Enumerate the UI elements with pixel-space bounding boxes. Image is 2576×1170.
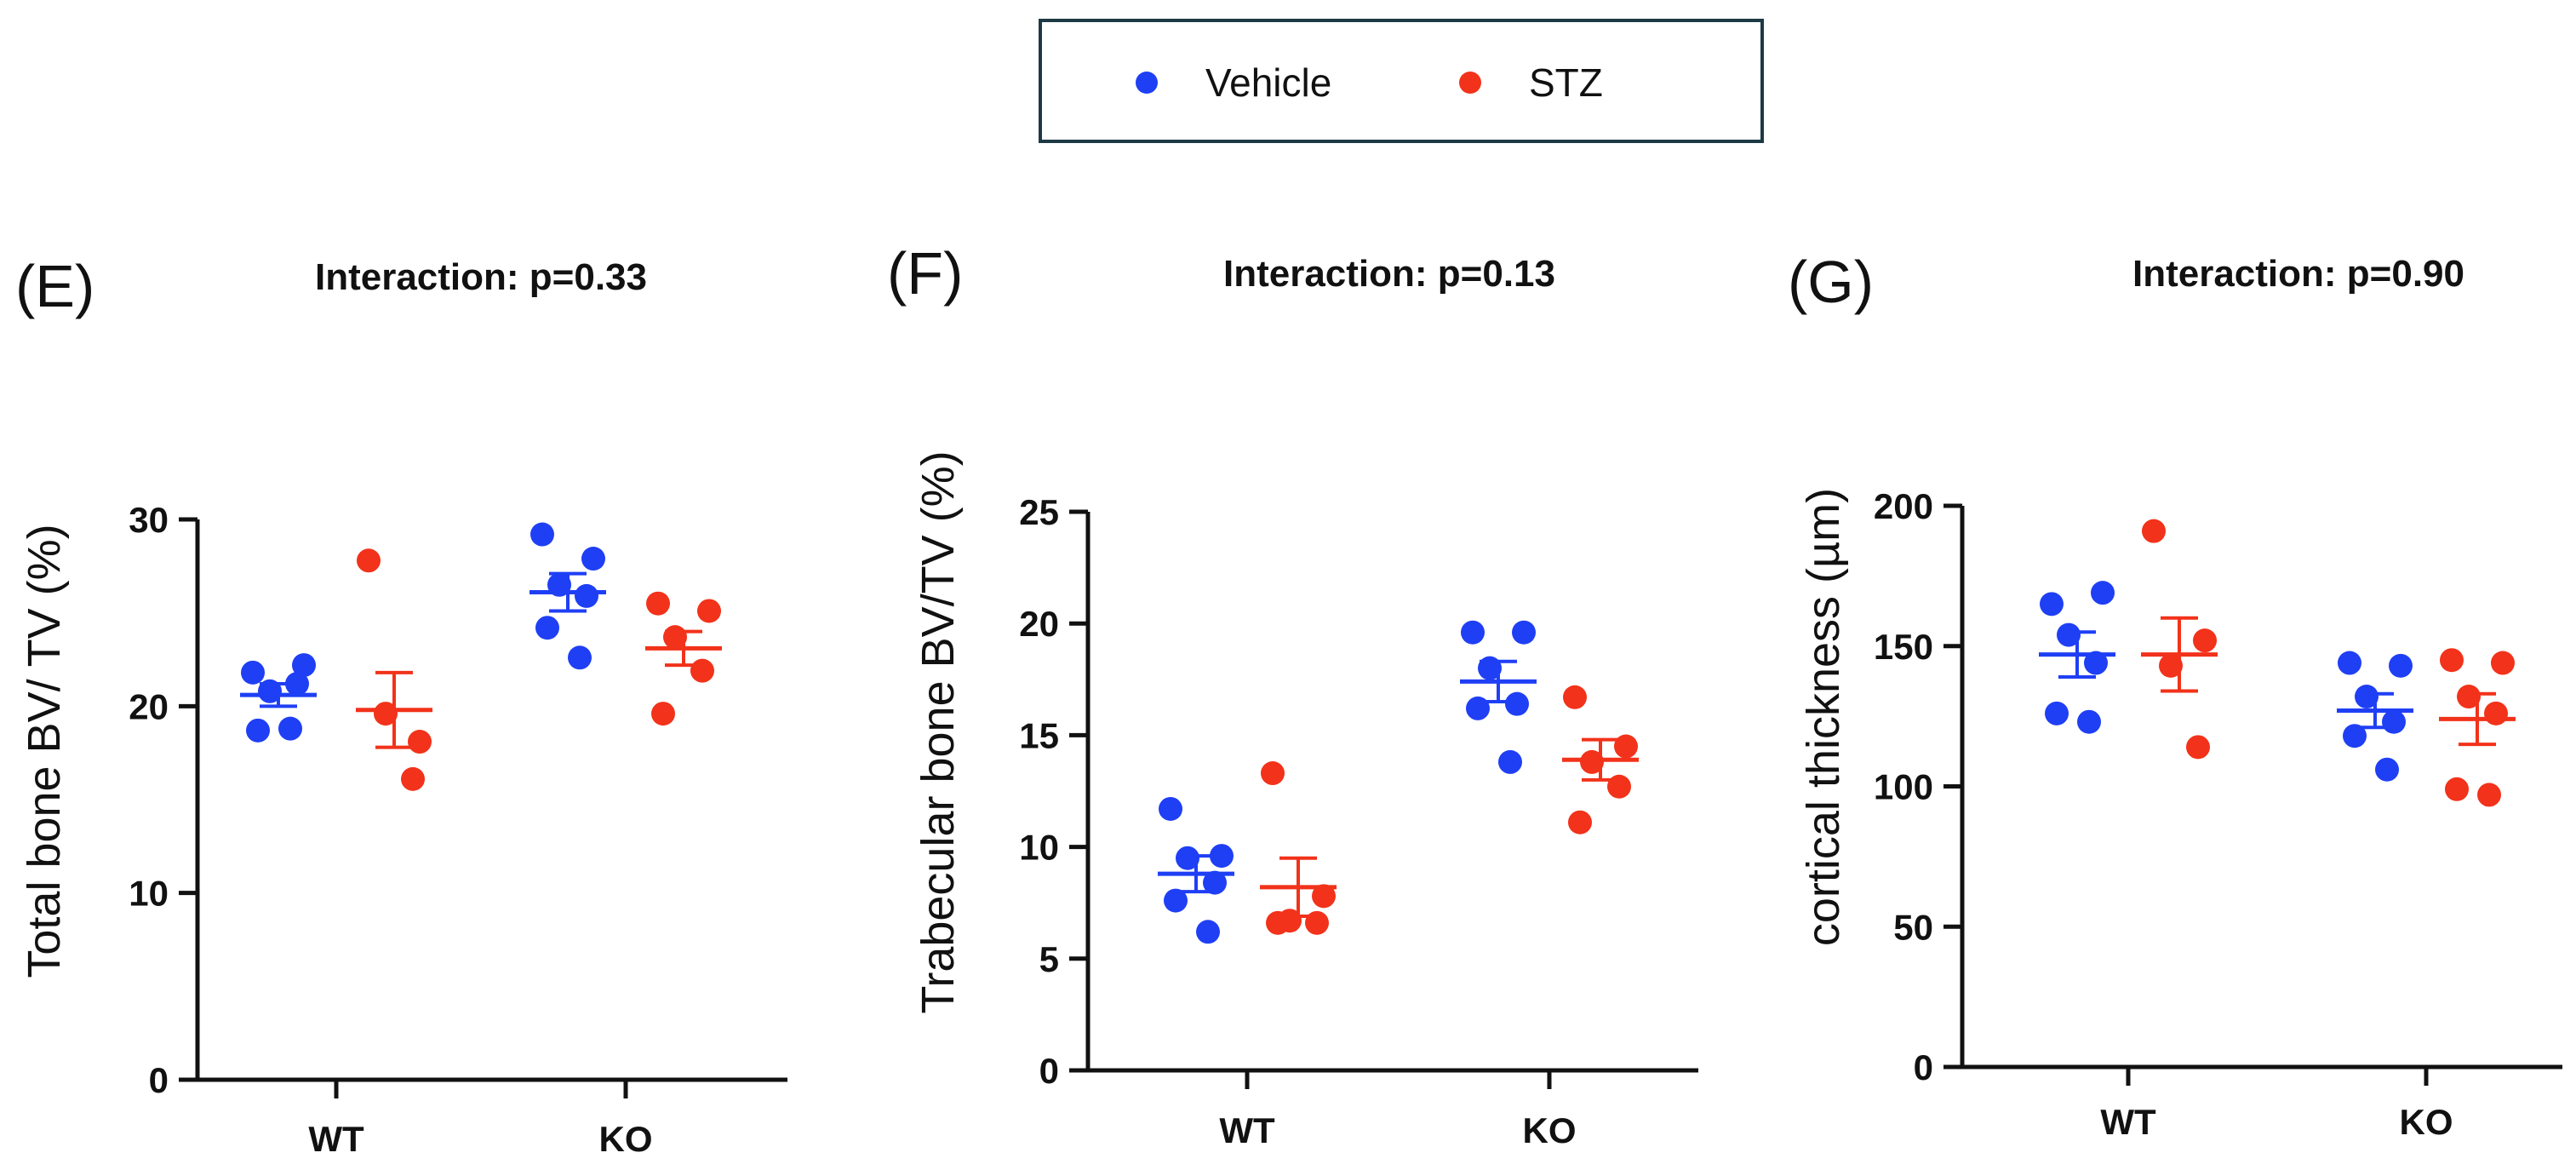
panel-f-point-vehicle (1505, 691, 1529, 716)
panel-g-point-stz (2457, 685, 2481, 709)
panel-f-point-vehicle (1196, 920, 1220, 944)
panel-f-xtick-ko: KO (1523, 1110, 1577, 1150)
panel-e-point-stz (401, 766, 425, 791)
panel-f-ytick-label: 25 (1019, 492, 1059, 532)
panel-f-point-stz (1568, 810, 1592, 834)
panel-g-point-stz (2440, 648, 2464, 673)
panel-f-label: (F) (887, 240, 963, 307)
panel-e-ytick-label: 10 (129, 874, 169, 914)
panel-g-xtick-ko: KO (2400, 1102, 2453, 1142)
panel-g-point-vehicle (2084, 651, 2108, 675)
panel-g-point-stz (2491, 651, 2515, 675)
panel-e-ylabel: Total bone BV/ TV (%) (19, 524, 70, 978)
panel-e-point-stz (697, 599, 721, 623)
panel-e-point-vehicle (278, 716, 302, 741)
panel-g-ytick-label: 100 (1874, 767, 1933, 807)
panel-g-point-vehicle (2045, 701, 2069, 726)
panel-f-point-stz (1312, 884, 1336, 909)
panel-f-ytick-label: 15 (1019, 715, 1059, 755)
panel-e-point-stz (357, 548, 381, 573)
panel-g-point-stz (2142, 519, 2166, 543)
panel-e-point-vehicle (246, 718, 270, 743)
panel-e-ytick-label: 0 (149, 1060, 169, 1100)
panel-f-point-stz (1614, 734, 1638, 759)
panel-e-plot: 0 10 20 30 (129, 500, 787, 1100)
panel-f-point-vehicle (1203, 870, 1227, 895)
panel-e-point-vehicle (292, 653, 316, 678)
panel-g-point-vehicle (2375, 757, 2399, 782)
panel-g-title: Interaction: p=0.90 (2132, 253, 2464, 295)
panel-g-point-vehicle (2355, 685, 2379, 709)
panel-f-point-vehicle (1210, 844, 1234, 869)
panel-f-ytick-label: 20 (1019, 604, 1059, 644)
panel-g: (G) Interaction: p=0.90 cortical thickne… (1788, 249, 2562, 1142)
panel-e-ytick-label: 20 (129, 686, 169, 726)
panel-g-point-stz (2484, 701, 2508, 726)
panel-f-point-vehicle (1512, 620, 1536, 645)
panel-f-point-vehicle (1176, 846, 1199, 870)
panel-e-point-stz (651, 702, 675, 726)
panel-g-xtick-wt: WT (2100, 1102, 2156, 1142)
panel-e-point-stz (374, 702, 398, 726)
panel-e-ytick-label: 30 (129, 500, 169, 540)
panel-f-point-stz (1580, 749, 1604, 774)
panel-g-point-vehicle (2040, 592, 2064, 617)
panel-f-ytick-label: 10 (1019, 828, 1059, 868)
panel-e-point-vehicle (575, 583, 598, 608)
panel-e-label: (E) (15, 253, 94, 319)
panel-g-point-vehicle (2091, 581, 2115, 605)
panel-g-point-stz (2445, 777, 2469, 801)
panel-f-title: Interaction: p=0.13 (1223, 253, 1555, 295)
panel-g-point-stz (2477, 783, 2501, 807)
panel-e-point-vehicle (581, 547, 605, 571)
panel-g-point-stz (2159, 653, 2183, 678)
panel-g-point-vehicle (2389, 653, 2413, 678)
panel-f-ytick-label: 0 (1039, 1051, 1059, 1091)
panel-f-ylabel: Trabecular bone BV/TV (%) (913, 450, 964, 1013)
panel-g-point-vehicle (2382, 709, 2406, 734)
panel-g-ytick-label: 50 (1893, 907, 1933, 947)
legend-box: Vehicle STZ (1039, 19, 1764, 143)
panel-g-ytick-label: 0 (1914, 1047, 1933, 1087)
panel-e-point-vehicle (241, 660, 265, 685)
panel-f-point-stz (1261, 761, 1285, 786)
panel-g-point-vehicle (2343, 724, 2367, 748)
panel-g-point-stz (2193, 628, 2217, 653)
panel-g-point-vehicle (2077, 709, 2101, 734)
panel-g-point-vehicle (2057, 622, 2081, 647)
panel-e-point-stz (408, 730, 432, 754)
panel-g-point-stz (2186, 735, 2210, 760)
panel-g-label: (G) (1788, 249, 1874, 315)
panel-f: (F) Interaction: p=0.13 Trabecular bone … (887, 240, 1698, 1150)
panel-f-xtick-wt: WT (1219, 1110, 1275, 1150)
panel-g-point-vehicle (2338, 651, 2361, 675)
panel-g-ytick-label: 150 (1874, 627, 1933, 667)
panel-e-point-vehicle (530, 522, 554, 547)
panel-g-ytick-label: 200 (1874, 486, 1933, 526)
panel-e-point-vehicle (568, 645, 592, 670)
panel-f-point-vehicle (1159, 796, 1182, 821)
panel-e-point-stz (646, 591, 670, 616)
legend-label-vehicle: Vehicle (1205, 60, 1332, 105)
panel-f-point-vehicle (1164, 888, 1188, 913)
panel-f-ytick-label: 5 (1039, 939, 1059, 979)
panel-e: (E) Interaction: p=0.33 Total bone BV/ T… (15, 253, 787, 1159)
legend-dot-vehicle (1136, 72, 1158, 94)
panel-e-point-stz (690, 658, 714, 683)
panel-g-plot: 0 50 100 150 200 (1874, 486, 2562, 1087)
legend-label-stz: STZ (1529, 60, 1603, 105)
panel-f-point-vehicle (1498, 749, 1522, 774)
panel-e-title: Interaction: p=0.33 (315, 256, 647, 298)
panel-f-plot: 0 5 10 15 20 25 (1019, 492, 1698, 1091)
panel-e-xtick-ko: KO (599, 1119, 653, 1159)
legend-dot-stz (1459, 72, 1481, 94)
panel-g-ylabel: cortical thickness (µm) (1798, 488, 1849, 946)
panel-f-point-stz (1563, 685, 1587, 709)
panel-f-point-vehicle (1461, 620, 1485, 645)
panel-e-point-vehicle (535, 616, 559, 640)
panel-e-xtick-wt: WT (308, 1119, 364, 1159)
